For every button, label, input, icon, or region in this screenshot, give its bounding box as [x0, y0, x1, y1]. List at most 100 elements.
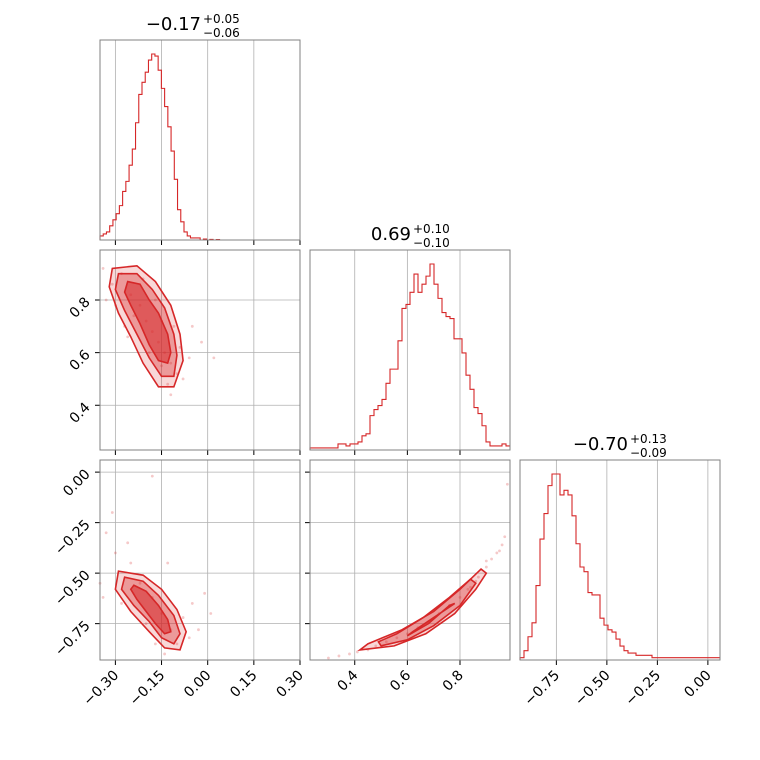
x-tick-label: 0.00	[681, 668, 714, 701]
posterior-sample-point	[187, 356, 191, 360]
y-tick-label: 0.00	[60, 466, 93, 499]
title-value: −0.17	[146, 14, 201, 35]
title-lower-error: −0.06	[203, 26, 240, 40]
title-param-2: −0.70 +0.13 −0.09	[573, 432, 667, 460]
posterior-sample-point	[110, 282, 114, 286]
posterior-sample-point	[101, 595, 105, 599]
x-tick-label: −0.15	[127, 668, 169, 710]
y-tick-label: 0.4	[67, 400, 94, 427]
posterior-sample-point	[129, 561, 133, 565]
panel-frame	[309, 249, 511, 451]
y-tick-label: −0.75	[52, 618, 94, 660]
posterior-sample-point	[163, 652, 167, 656]
posterior-sample-point	[384, 640, 388, 644]
posterior-sample-point	[500, 543, 504, 547]
y-tick-label: 0.6	[67, 347, 94, 374]
posterior-sample-point	[190, 324, 194, 328]
scatter-panel-param-0-vs-param-2	[95, 459, 301, 665]
x-tick-labels-param-2: −0.75 −0.50 −0.25 0.00	[522, 668, 715, 710]
y-tick-label: 0.8	[67, 294, 94, 321]
x-tick-label: −0.75	[522, 668, 564, 710]
posterior-sample-point	[469, 585, 472, 589]
posterior-sample-point	[126, 541, 130, 545]
x-tick-labels-param-1: 0.4 0.6 0.8	[335, 667, 467, 694]
panel-frame	[309, 459, 511, 661]
scatter-panel-param-1-vs-param-2	[305, 459, 511, 665]
posterior-sample-point	[503, 535, 507, 539]
posterior-sample-point	[327, 656, 330, 660]
x-tick-label: 0.30	[273, 668, 306, 701]
title-lower-error: −0.10	[413, 236, 450, 250]
posterior-sample-point	[144, 622, 148, 626]
x-tick-label: −0.30	[81, 668, 123, 710]
posterior-sample-point	[466, 587, 470, 591]
contour-line-0.39	[129, 584, 172, 635]
title-value: −0.70	[573, 434, 628, 455]
title-upper-error: +0.10	[413, 222, 450, 236]
posterior-sample-point	[120, 602, 123, 605]
posterior-sample-point	[495, 551, 499, 555]
x-tick-label: 0.4	[335, 667, 362, 694]
posterior-sample-point	[490, 557, 493, 561]
posterior-sample-point	[132, 314, 136, 318]
posterior-sample-point	[190, 602, 194, 605]
posterior-sample-point	[126, 335, 130, 339]
contour-line-0.99	[357, 568, 488, 652]
contour-line-0.39	[406, 602, 456, 637]
title-upper-error: +0.13	[630, 432, 667, 446]
contour-fill-0.39	[124, 281, 171, 364]
scatter-panel-param-0-vs-param-1	[95, 249, 301, 455]
posterior-sample-point	[197, 628, 200, 632]
y-tick-label: −0.25	[52, 517, 94, 559]
panel-frame	[99, 249, 301, 451]
histogram-step-line	[309, 263, 510, 450]
posterior-sample-point	[477, 575, 480, 579]
posterior-sample-point	[374, 644, 378, 648]
posterior-sample-point	[160, 364, 163, 368]
posterior-sample-point	[138, 581, 142, 585]
title-value: 0.69	[371, 224, 411, 245]
posterior-sample-point	[172, 324, 176, 328]
contour-line-0.86	[114, 272, 178, 378]
contour-line-0.99	[114, 570, 188, 651]
posterior-sample-point	[104, 298, 108, 302]
x-tick-label: −0.25	[623, 668, 665, 710]
posterior-sample-point	[187, 636, 191, 640]
posterior-sample-point	[337, 654, 341, 658]
posterior-sample-point	[175, 642, 179, 646]
x-tick-label: 0.6	[387, 667, 414, 694]
posterior-sample-point	[484, 559, 488, 563]
posterior-sample-point	[505, 482, 509, 486]
histogram-panel-param-1	[309, 249, 511, 455]
posterior-sample-point	[355, 650, 359, 654]
posterior-sample-point	[200, 340, 203, 344]
posterior-sample-point	[153, 642, 157, 646]
histogram-step-line	[99, 53, 300, 241]
contour-line-0.39	[123, 280, 172, 365]
posterior-sample-point	[348, 652, 351, 656]
posterior-sample-point	[484, 565, 488, 569]
x-tick-label: −0.50	[572, 668, 614, 710]
panel-frame	[99, 39, 301, 241]
title-param-1: 0.69 +0.10 −0.10	[371, 222, 450, 250]
posterior-sample-point	[203, 591, 207, 595]
posterior-sample-point	[209, 612, 213, 615]
y-tick-label: −0.50	[52, 567, 94, 609]
histogram-step-line	[519, 473, 720, 660]
title-upper-error: +0.05	[203, 12, 240, 26]
posterior-sample-point	[458, 595, 462, 599]
posterior-sample-point	[104, 531, 108, 535]
posterior-sample-point	[212, 356, 216, 360]
posterior-sample-point	[395, 636, 399, 640]
contour-fill-0.39	[130, 585, 171, 634]
x-tick-label: 0.8	[440, 668, 467, 695]
posterior-sample-point	[110, 511, 114, 514]
x-tick-label: 0.15	[227, 668, 260, 701]
panel-frame	[99, 459, 301, 661]
x-tick-label: 0.00	[181, 668, 214, 701]
histogram-panel-param-2	[519, 459, 721, 665]
posterior-sample-point	[101, 267, 105, 270]
posterior-sample-point	[498, 549, 501, 553]
contour-line-0.86	[120, 576, 181, 645]
